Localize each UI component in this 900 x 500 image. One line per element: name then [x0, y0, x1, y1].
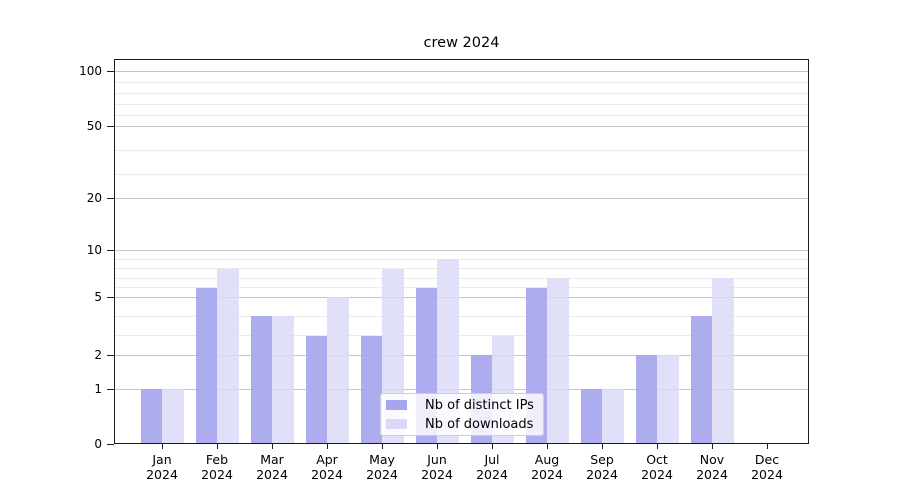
- y-tick-label: 20: [86, 191, 102, 205]
- y-tick-mark: [107, 71, 114, 72]
- x-tick-label: Feb 2024: [201, 452, 233, 482]
- gridline-minor: [114, 258, 809, 260]
- gridline-major: [114, 197, 809, 199]
- x-tick-mark: [767, 444, 768, 449]
- gridline-minor: [114, 173, 809, 175]
- y-tick-mark: [107, 355, 114, 356]
- x-tick-label: Sep 2024: [586, 452, 618, 482]
- bar-downloads: [327, 297, 349, 444]
- x-tick-label: Jun 2024: [421, 452, 453, 482]
- x-tick-mark: [602, 444, 603, 449]
- gridline-minor: [114, 277, 809, 279]
- x-tick-mark: [217, 444, 218, 449]
- x-tick-label: Nov 2024: [696, 452, 728, 482]
- legend-swatch-downloads: [386, 419, 407, 429]
- x-tick-label: Jan 2024: [146, 452, 178, 482]
- y-tick-label: 1: [94, 382, 102, 396]
- gridline-minor: [114, 315, 809, 317]
- x-tick-label: Jul 2024: [476, 452, 508, 482]
- x-tick-label: Aug 2024: [531, 452, 563, 482]
- x-tick-label: Dec 2024: [751, 452, 783, 482]
- gridline-major: [114, 388, 809, 390]
- bar-downloads: [547, 278, 569, 444]
- x-tick-mark: [272, 444, 273, 449]
- x-tick-mark: [712, 444, 713, 449]
- gridline-minor: [114, 103, 809, 105]
- legend-swatch-distinct-ips: [386, 400, 407, 410]
- gridline-major: [114, 354, 809, 356]
- bar-downloads: [217, 268, 239, 444]
- y-tick-label: 0: [94, 437, 102, 451]
- y-tick-mark: [107, 126, 114, 127]
- gridline-minor: [114, 268, 809, 270]
- y-tick-label: 5: [94, 290, 102, 304]
- bar-downloads: [272, 316, 294, 444]
- gridline-minor: [114, 114, 809, 116]
- bar-distinct-ips: [250, 316, 272, 444]
- x-tick-mark: [437, 444, 438, 449]
- bar-downloads: [712, 278, 734, 444]
- bar-distinct-ips: [360, 335, 382, 444]
- x-tick-label: Apr 2024: [311, 452, 343, 482]
- legend-item: Nb of downloads: [386, 415, 537, 434]
- gridline-minor: [114, 287, 809, 289]
- gridline-major: [114, 296, 809, 298]
- y-tick-mark: [107, 444, 114, 445]
- x-tick-label: May 2024: [366, 452, 398, 482]
- legend-item: Nb of distinct IPs: [386, 396, 537, 415]
- legend-label-distinct-ips: Nb of distinct IPs: [425, 397, 534, 413]
- y-tick-mark: [107, 198, 114, 199]
- legend-label-downloads: Nb of downloads: [425, 416, 534, 432]
- bar-downloads: [602, 389, 624, 444]
- x-tick-mark: [657, 444, 658, 449]
- gridline-minor: [114, 81, 809, 83]
- gridline-minor: [114, 335, 809, 337]
- y-tick-label: 100: [79, 64, 102, 78]
- bar-distinct-ips: [195, 287, 217, 444]
- gridline-minor: [114, 149, 809, 151]
- x-tick-mark: [492, 444, 493, 449]
- y-tick-label: 10: [86, 243, 102, 257]
- x-tick-label: Mar 2024: [256, 452, 288, 482]
- bar-distinct-ips: [140, 389, 162, 444]
- x-tick-mark: [547, 444, 548, 449]
- y-tick-mark: [107, 297, 114, 298]
- gridline-major: [114, 249, 809, 251]
- y-tick-mark: [107, 389, 114, 390]
- x-tick-mark: [382, 444, 383, 449]
- bar-distinct-ips: [580, 389, 602, 444]
- bar-downloads: [162, 389, 184, 444]
- gridline-major: [114, 70, 809, 72]
- plot-area: [114, 59, 809, 444]
- gridline-minor: [114, 92, 809, 94]
- bar-downloads: [657, 355, 679, 444]
- bar-distinct-ips: [635, 355, 657, 444]
- gridline-major: [114, 125, 809, 127]
- y-tick-mark: [107, 250, 114, 251]
- x-tick-label: Oct 2024: [641, 452, 673, 482]
- bar-distinct-ips: [690, 316, 712, 444]
- y-tick-label: 50: [86, 119, 102, 133]
- bar-distinct-ips: [305, 335, 327, 444]
- y-tick-label: 2: [94, 348, 102, 362]
- x-tick-mark: [162, 444, 163, 449]
- x-tick-mark: [327, 444, 328, 449]
- legend: Nb of distinct IPs Nb of downloads: [380, 393, 544, 436]
- chart-title: crew 2024: [423, 35, 500, 51]
